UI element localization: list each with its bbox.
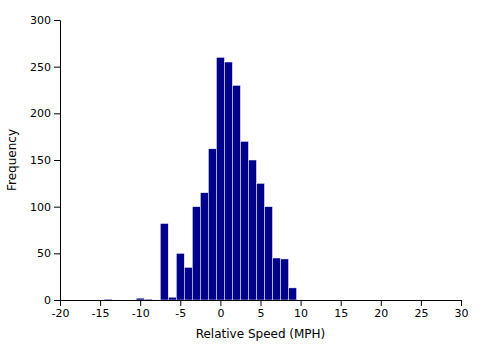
x-tick-label: -5 [175,307,186,320]
y-tick-mark [54,113,60,114]
y-tick: 200 [30,107,60,120]
bar [120,300,128,301]
y-axis-line [54,21,61,301]
plot: -20-15-10-505101520253005010015020025030… [30,14,469,320]
x-tick-mark [341,300,342,306]
x-tick: 15 [334,300,348,320]
x-tick: 5 [258,300,265,320]
y-tick-label: 50 [37,247,51,260]
bar [104,299,112,300]
bar [224,62,232,300]
x-tick-mark [381,300,382,306]
y-tick-mark [54,160,60,161]
y-tick-mark [54,20,60,21]
x-tick: 30 [455,300,469,320]
x-tick: -20 [52,300,70,320]
bar [289,288,297,300]
bar [256,183,264,300]
x-tick: 20 [374,300,388,320]
bar [152,300,160,301]
bar [265,207,273,300]
bar [281,259,289,300]
y-tick-mark [54,253,60,254]
bar [144,299,152,300]
bar [240,141,248,300]
x-tick-label: 10 [294,307,308,320]
bar [176,253,184,300]
y-tick-mark [54,207,60,208]
y-tick: 150 [30,154,60,167]
y-tick-label: 250 [30,61,51,74]
y-tick-label: 300 [30,14,51,27]
bar [248,160,256,300]
y-tick: 300 [30,14,60,27]
y-axis: 0 50 100 150 200 250 300 [30,14,61,307]
x-tick: -5 [175,300,186,320]
y-tick: 250 [30,61,60,74]
bars [104,57,296,300]
x-tick: -10 [132,300,150,320]
x-tick-label: 20 [374,307,388,320]
y-tick-mark [54,67,60,68]
x-tick-label: 30 [455,307,469,320]
x-tick-mark [220,300,221,306]
x-tick-label: -20 [52,307,70,320]
bar [184,267,192,300]
x-tick-label: 0 [217,307,224,320]
x-tick-label: 5 [258,307,265,320]
x-tick-label: -10 [132,307,150,320]
x-tick-mark [100,300,101,306]
y-tick-mark [54,300,60,301]
x-axis: -20 -15 -10 -5 0 5 10 15 20 25 30 [52,300,469,320]
x-tick: -15 [92,300,110,320]
chart: -20-15-10-505101520253005010015020025030… [0,0,483,350]
x-tick-mark [180,300,181,306]
x-tick-mark [421,300,422,306]
bar [216,57,224,300]
y-tick-label: 100 [30,201,51,214]
x-tick-mark [461,300,462,306]
bar [160,223,168,300]
bar [273,258,281,300]
x-tick-mark [261,300,262,306]
y-axis-title: Frequency [5,129,19,191]
x-tick-mark [140,300,141,306]
x-tick: 10 [294,300,308,320]
x-tick-label: -15 [92,307,110,320]
y-tick: 50 [37,247,60,260]
bar [208,149,216,300]
y-tick-label: 150 [30,154,51,167]
bar [168,297,176,300]
x-axis-line [61,301,462,307]
x-tick-mark [301,300,302,306]
y-tick: 100 [30,201,60,214]
y-tick: 0 [44,294,60,307]
y-tick-label: 200 [30,107,51,120]
x-tick: 25 [414,300,428,320]
bar [200,193,208,300]
y-tick-label: 0 [44,294,51,307]
bar [128,300,136,301]
x-tick: 0 [217,300,224,320]
bar [136,298,144,300]
x-axis-title: Relative Speed (MPH) [196,327,326,341]
bar [192,207,200,300]
bar [112,300,120,301]
x-tick-label: 15 [334,307,348,320]
bar [232,85,240,300]
x-tick-label: 25 [414,307,428,320]
